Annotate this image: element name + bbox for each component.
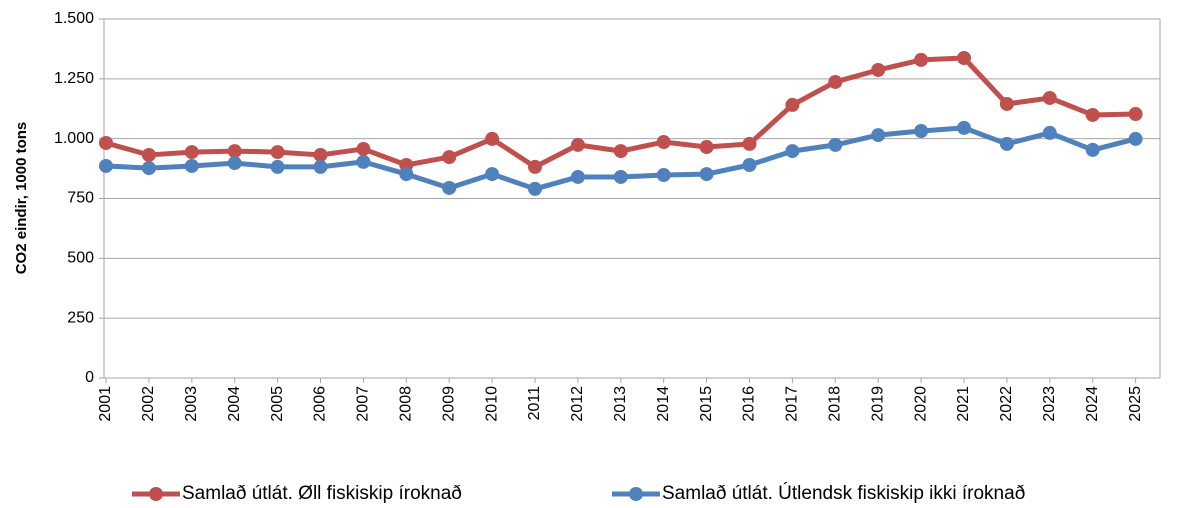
legend-marker	[149, 487, 163, 501]
point	[442, 180, 457, 195]
point	[485, 167, 500, 182]
point	[999, 136, 1014, 151]
x-tick-label: 2018	[827, 386, 844, 422]
x-tick-label: 2019	[869, 386, 886, 422]
point	[570, 137, 585, 152]
x-tick-label: 2021	[955, 386, 972, 422]
point	[828, 74, 843, 89]
point	[699, 140, 714, 155]
x-tick-label: 2016	[741, 386, 758, 422]
legend-label: Samlað útlát. Øll fiskiskip íroknað	[182, 483, 462, 504]
point	[613, 144, 628, 159]
x-tick-label: 2007	[355, 386, 372, 422]
point	[613, 169, 628, 184]
legend-marker	[629, 487, 643, 501]
point	[184, 145, 199, 160]
point	[141, 147, 156, 162]
point	[957, 51, 971, 66]
legend-label: Samlað útlát. Útlendsk fiskiskip ikki ír…	[662, 482, 1025, 504]
y-tick-label: 0	[85, 369, 94, 386]
point	[1042, 125, 1057, 140]
point	[99, 158, 113, 173]
x-tick-label: 2004	[226, 386, 243, 422]
point	[1042, 90, 1057, 105]
point	[1085, 142, 1100, 157]
point	[871, 62, 886, 77]
point	[356, 141, 371, 156]
point	[742, 157, 757, 172]
point	[442, 150, 457, 165]
y-tick-label: 1.000	[54, 130, 94, 147]
y-tick-label: 1.500	[54, 10, 94, 27]
x-tick-label: 2011	[526, 386, 543, 421]
x-tick-label: 2014	[655, 386, 672, 422]
point	[528, 181, 542, 196]
point	[656, 168, 671, 183]
x-tick-label: 2020	[912, 386, 929, 422]
point	[785, 97, 800, 112]
point	[785, 144, 800, 159]
point	[270, 145, 285, 160]
x-tick-label: 2012	[569, 386, 586, 422]
x-tick-label: 2022	[998, 386, 1015, 422]
x-tick-label: 2025	[1127, 386, 1144, 422]
point	[227, 144, 242, 159]
point	[699, 167, 714, 182]
point	[1128, 131, 1143, 146]
point	[313, 159, 328, 174]
point	[1085, 107, 1100, 122]
y-tick-label: 750	[67, 190, 94, 207]
point	[99, 135, 113, 150]
point	[999, 96, 1014, 111]
x-tick-label: 2006	[312, 386, 329, 422]
x-tick-label: 2015	[698, 386, 715, 422]
point	[828, 137, 843, 152]
point	[141, 161, 156, 176]
point	[914, 124, 929, 139]
x-tick-label: 2003	[183, 386, 200, 422]
point	[1128, 107, 1143, 122]
point	[570, 169, 585, 184]
point	[356, 154, 371, 169]
point	[914, 52, 929, 67]
point	[270, 159, 285, 174]
point	[871, 128, 886, 143]
point	[399, 167, 414, 182]
point	[184, 158, 199, 173]
x-tick-label: 2001	[97, 386, 114, 422]
y-axis-label: CO2 eindir, 1000 tons	[13, 122, 30, 275]
point	[227, 156, 242, 171]
x-tick-label: 2017	[784, 386, 801, 422]
x-tick-label: 2008	[398, 386, 415, 422]
x-tick-label: 2010	[483, 386, 500, 422]
point	[528, 159, 542, 174]
point	[485, 131, 500, 146]
x-tick-label: 2009	[440, 386, 457, 422]
x-tick-label: 2023	[1041, 386, 1058, 422]
x-tick-label: 2013	[612, 386, 629, 422]
point	[742, 136, 757, 151]
point	[656, 135, 671, 150]
x-tick-label: 2005	[269, 386, 286, 422]
y-tick-label: 500	[67, 250, 94, 267]
point	[313, 147, 328, 162]
point	[957, 120, 971, 135]
x-tick-label: 2024	[1084, 386, 1101, 422]
y-tick-label: 250	[67, 309, 94, 326]
x-tick-label: 2002	[140, 386, 157, 422]
y-tick-label: 1.250	[54, 70, 94, 87]
